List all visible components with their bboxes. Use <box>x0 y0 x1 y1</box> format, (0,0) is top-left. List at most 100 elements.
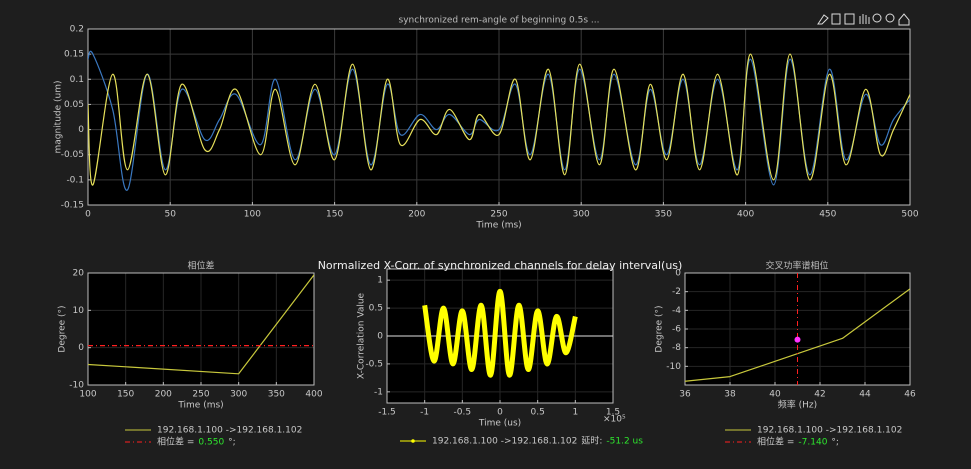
x-tick-label: 300 <box>573 210 590 220</box>
y-tick-label: 0.15 <box>64 50 84 60</box>
x-tick-label: 44 <box>859 390 871 400</box>
x-tick-label: 500 <box>901 210 918 220</box>
y-tick-label: 1 <box>377 276 383 286</box>
legend-text: °; <box>831 438 839 448</box>
x-tick-label: 42 <box>814 390 825 400</box>
axes: 100 150 200 250 300 350 400 -10 0 10 20 相位差 Time (ms… <box>58 260 323 411</box>
axes: -1.5 -1 -0.5 0 0.5 1 1.5 -1 -0.5 0 0.5 1 Normalized … <box>318 259 683 429</box>
x-tick-label: 36 <box>679 390 691 400</box>
legend-text: 192.168.1.100 ->192.168.1.102 <box>757 426 902 436</box>
x-axis-label: Time (us) <box>478 419 521 429</box>
x-tick-label: 400 <box>737 210 754 220</box>
x-tick-label: 400 <box>305 390 322 400</box>
x-tick-label: 200 <box>155 390 172 400</box>
chart-title: 交叉功率谱相位 <box>765 260 828 272</box>
legend-text: 0.550 <box>198 438 224 448</box>
x-axis-label: Time (ms) <box>475 221 521 231</box>
y-tick-label: 0.5 <box>369 304 383 314</box>
x-tick-label: 450 <box>819 210 836 220</box>
x-tick-label: 1.5 <box>606 408 620 418</box>
x-tick-label: 0 <box>497 408 503 418</box>
y-tick-label: 20 <box>73 269 85 279</box>
y-tick-label: -2 <box>672 287 681 297</box>
axes: 0 50 100 150 200 250 300 350 400 450 500 -0.15 -0.1 -… <box>54 16 919 231</box>
x-tick-label: 1 <box>572 408 578 418</box>
series-line <box>422 288 578 378</box>
zoom-in-tool[interactable] <box>872 13 882 23</box>
y-tick-label: -0.5 <box>365 359 383 369</box>
axes-frame <box>87 272 315 386</box>
legend-text: 延时: <box>581 435 602 447</box>
x-tick-label: 50 <box>164 210 176 220</box>
y-tick-label: 0.2 <box>70 25 84 35</box>
x-tick-label: 250 <box>192 390 209 400</box>
plot-content <box>88 50 910 191</box>
y-tick-label: -6 <box>672 325 681 335</box>
chart-title: Normalized X-Corr. of synchronized chann… <box>318 259 683 272</box>
toolbar <box>817 13 910 26</box>
x-tick-label: 38 <box>724 390 736 400</box>
y-tick-label: 0 <box>675 269 681 279</box>
x-tick-label: -1 <box>420 408 429 418</box>
x-tick-label: 0.5 <box>531 408 545 418</box>
zoom-out-tool[interactable] <box>885 13 895 23</box>
series-line <box>685 288 910 382</box>
y-tick-label: 0 <box>377 332 383 342</box>
y-tick-label: 10 <box>73 306 85 316</box>
y-tick-label: 0.1 <box>70 75 84 85</box>
x-tick-label: 250 <box>490 210 507 220</box>
x-tick-label: 150 <box>326 210 343 220</box>
series-line <box>88 53 910 186</box>
legend-tool[interactable] <box>844 13 855 25</box>
data-tip-tool[interactable] <box>831 13 841 25</box>
home-tool[interactable] <box>898 13 910 26</box>
y-axis-label: Degree (°) <box>655 305 665 352</box>
legend-text: 192.168.1.100 ->192.168.1.102 <box>157 426 302 436</box>
plot-content <box>88 274 314 375</box>
x-tick-label: 300 <box>230 390 247 400</box>
legend: 192.168.1.100 ->192.168.1.102 延时: -51.2 us <box>400 435 643 447</box>
plot-content <box>387 288 613 378</box>
x-tick-label: 0 <box>85 210 91 220</box>
x-tick-label: 150 <box>117 390 134 400</box>
x-axis-label: Time (ms) <box>177 401 223 411</box>
x-tick-label: 100 <box>79 390 96 400</box>
x-tick-label: 200 <box>408 210 425 220</box>
y-tick-label: -4 <box>672 306 681 316</box>
y-tick-label: 0 <box>78 343 84 353</box>
y-tick-label: -0.15 <box>61 201 84 211</box>
series-line <box>88 50 910 191</box>
x-tick-label: 350 <box>655 210 672 220</box>
legend-text: -7.140 <box>798 438 827 448</box>
legend-text: 相位差 = <box>157 436 194 448</box>
x-axis-label: 频率 (Hz) <box>778 399 817 411</box>
y-tick-label: -1 <box>374 387 383 397</box>
x-tick-label: 100 <box>244 210 261 220</box>
legend-dot <box>411 439 415 443</box>
chart-title: 相位差 <box>187 260 214 272</box>
x-tick-label: 40 <box>769 390 781 400</box>
plot-content <box>685 273 910 385</box>
legend-text: °; <box>228 438 236 448</box>
y-axis-label: Degree (°) <box>58 305 68 352</box>
series-line <box>88 274 314 375</box>
y-tick-label: -0.05 <box>61 150 84 160</box>
y-tick-label: -10 <box>69 381 84 391</box>
y-tick-label: 0.05 <box>64 100 84 110</box>
y-axis-label: magnitude (um) <box>54 80 64 153</box>
chart-title: synchronized rem-angle of beginning 0.5s… <box>399 16 600 26</box>
x-exponent-label: ×10⁵ <box>603 415 626 425</box>
legend-text: 192.168.1.100 ->192.168.1.102 <box>432 437 577 447</box>
y-tick-label: -10 <box>666 362 681 372</box>
y-tick-label: -8 <box>672 343 681 353</box>
y-tick-label: 0 <box>78 125 84 135</box>
brush-tool[interactable] <box>817 14 829 25</box>
pan-tool[interactable] <box>859 14 870 24</box>
data-point <box>794 336 801 343</box>
x-tick-label: -1.5 <box>378 408 396 418</box>
